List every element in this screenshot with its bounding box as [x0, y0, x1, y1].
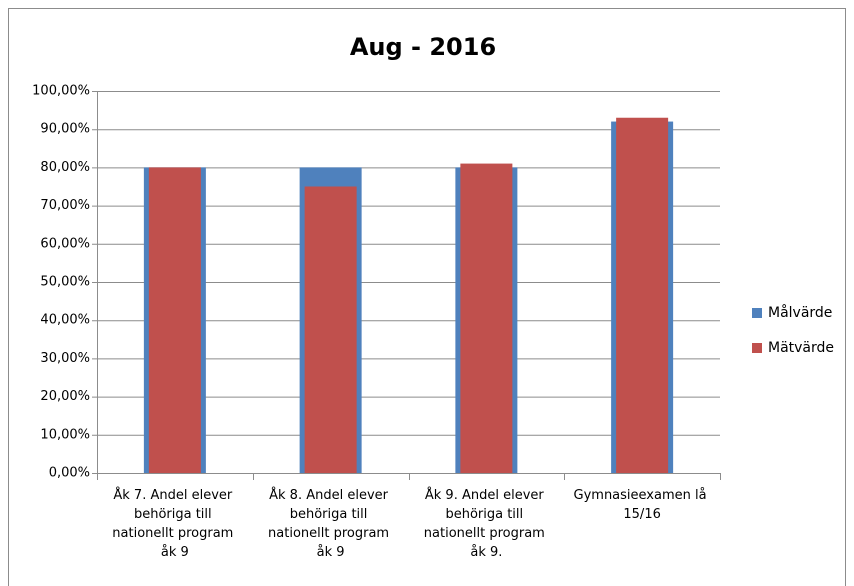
bar [148, 167, 201, 473]
x-tick-label: Åk 8. Andel elever behöriga till natione… [268, 487, 393, 560]
y-tick-label: 40,00% [40, 313, 90, 328]
y-tick-label: 20,00% [40, 389, 90, 404]
y-tick-label: 60,00% [40, 236, 90, 251]
chart-title: Aug - 2016 [350, 33, 496, 61]
bar [616, 117, 669, 474]
x-tick-label: Gymnasieexamen lå 15/16 [574, 488, 711, 522]
legend-label: Målvärde [768, 304, 832, 321]
legend-swatch [752, 343, 762, 353]
y-tick-label: 50,00% [40, 275, 90, 290]
bar [460, 163, 513, 473]
x-tick-label: Åk 9. Andel elever behöriga till natione… [424, 487, 549, 560]
x-tick-label: Åk 7. Andel elever behöriga till natione… [112, 487, 237, 560]
y-tick-label: 0,00% [49, 466, 90, 481]
y-tick-label: 70,00% [40, 198, 90, 213]
y-tick-label: 30,00% [40, 351, 90, 366]
y-tick-label: 100,00% [32, 84, 90, 99]
y-tick-label: 10,00% [40, 427, 90, 442]
legend-swatch [752, 308, 762, 318]
bar [304, 186, 357, 473]
y-tick-label: 90,00% [40, 122, 90, 137]
y-tick-label: 80,00% [40, 160, 90, 175]
legend-label: Mätvärde [768, 340, 834, 356]
